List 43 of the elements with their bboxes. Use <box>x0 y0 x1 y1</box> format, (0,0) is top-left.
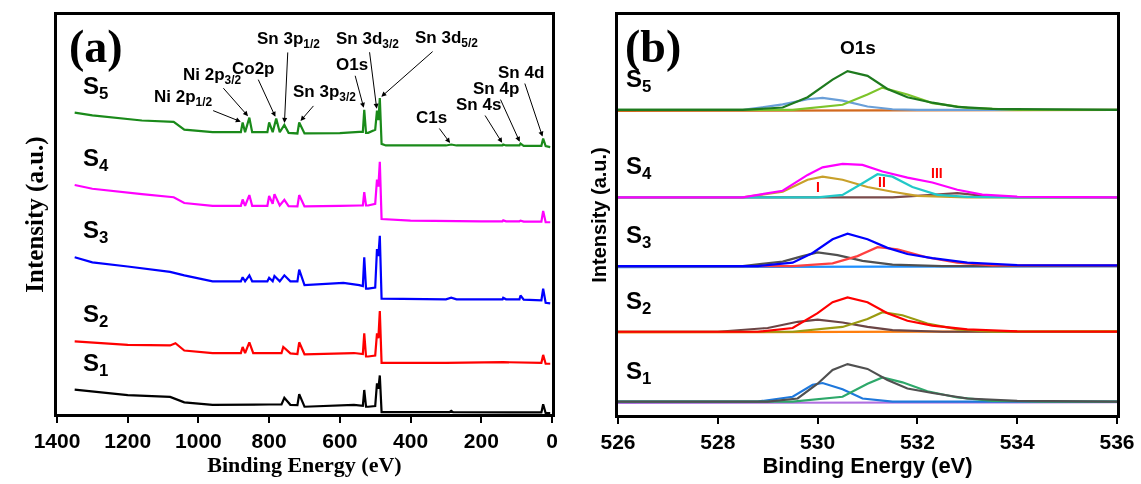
series-label: S$_{3}$ <box>83 216 109 248</box>
annotation: Sn 3d$_{5/2}$ <box>415 28 479 50</box>
y-axis-title: Intensity (a.u.) <box>20 136 49 293</box>
x-axis-title: Binding Energy (eV) <box>207 452 402 478</box>
x-tick-label: 1000 <box>175 429 222 453</box>
x-tick-label: 528 <box>700 430 736 454</box>
series-label: S$_{3}$ <box>626 221 652 253</box>
series-label: S$_{4}$ <box>626 152 653 184</box>
x-tick-label: 530 <box>800 430 836 454</box>
annotation: Sn 3d$_{3/2}$ <box>336 29 400 51</box>
series-label: S$_{5}$ <box>83 72 109 104</box>
x-tick-label: 800 <box>251 429 287 453</box>
annotation: Sn 4p <box>473 79 520 98</box>
x-tick-label: 0 <box>546 429 558 453</box>
x-tick-label: 1400 <box>33 429 81 453</box>
x-tick-label: 600 <box>322 429 358 453</box>
x-tick-label: 200 <box>463 429 499 453</box>
text: O1s <box>840 37 876 58</box>
y-axis-title: Intensity (a.u.) <box>587 147 610 283</box>
x-tick-label: 532 <box>899 430 935 454</box>
series-label: S$_{2}$ <box>83 300 109 332</box>
series-label: S$_{2}$ <box>626 287 652 319</box>
x-tick-label: 534 <box>999 430 1036 454</box>
series-label: S$_{4}$ <box>83 144 110 176</box>
x-tick-label: 1200 <box>104 429 152 453</box>
annotation: Sn 3p$_{1/2}$ <box>257 29 321 51</box>
annotation: Ni 2p$_{1/2}$ <box>154 87 213 109</box>
series-label: S$_{1}$ <box>626 357 652 389</box>
annotation: Co2p <box>232 59 275 78</box>
x-tick-label: 536 <box>1099 430 1135 454</box>
annotation: Sn 3p$_{3/2}$ <box>293 82 357 104</box>
annotation: II <box>878 174 886 190</box>
x-tick-label: 526 <box>600 430 636 454</box>
x-tick-label: 400 <box>393 429 429 453</box>
annotation: Sn 4s <box>456 95 502 114</box>
series-label: S$_{1}$ <box>83 349 109 381</box>
x-axis-title: Binding Energy (eV) <box>762 453 973 479</box>
annotation: III <box>931 165 943 181</box>
annotation: I <box>816 179 820 195</box>
text: (a) <box>69 21 123 72</box>
annotation: C1s <box>416 108 448 127</box>
annotation: O1s <box>336 55 369 74</box>
annotation: Sn 4d <box>498 63 545 82</box>
